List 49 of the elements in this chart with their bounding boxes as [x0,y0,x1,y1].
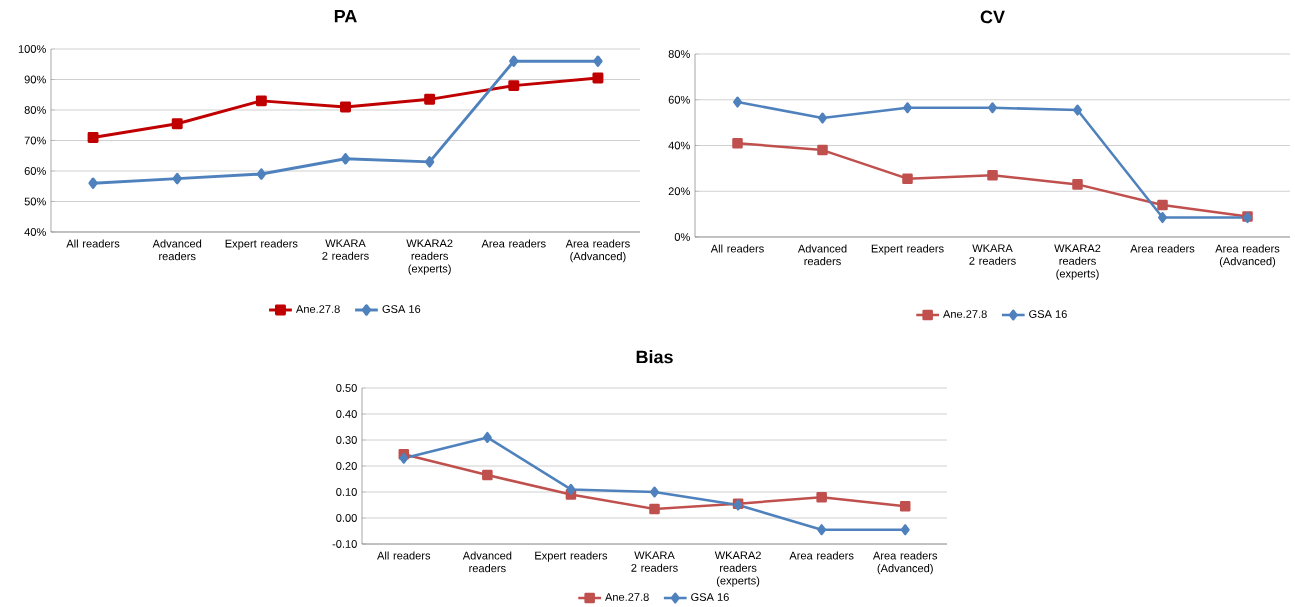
y-tick-label: 40% [668,141,690,150]
y-tick-label: 60% [24,167,46,175]
x-tick-label: Advanced readers [152,239,202,261]
y-tick-label: -0.10 [332,540,357,548]
chart-title: PA [334,9,357,23]
legend-label: GSA 16 [382,305,421,313]
chart-title: CV [980,10,1005,24]
y-tick-label: 20% [668,187,690,196]
y-tick-label: 0.30 [336,436,357,444]
y-tick-label: 80% [668,50,690,58]
x-tick-label: Area readers (Advanced) [872,551,938,575]
y-tick-label: 40% [24,228,46,236]
y-tick-label: 60% [668,95,690,104]
x-tick-label: Expert readers [535,551,608,562]
legend-label: Ane.27.8 [295,305,340,313]
y-tick-label: 0.00 [336,514,357,522]
x-tick-label: Advanced readers [797,244,847,266]
x-tick-label: Area readers [481,239,546,248]
x-tick-label: Expert readers [871,244,944,255]
x-tick-label: Area readers (Advanced) [1215,244,1280,268]
x-tick-label: All readers [66,239,120,248]
x-tick-label: WKARA 2 readers [322,239,369,260]
legend-label: Ane.27.8 [605,593,649,601]
x-tick-label: WKARA2 readers (experts) [406,239,453,275]
legend-label: Ane.27.8 [943,310,987,318]
y-tick-label: 100% [18,45,46,53]
x-tick-label: Expert readers [225,239,298,250]
x-tick-label: WKARA2 readers (experts) [1054,244,1101,280]
x-tick-label: Area readers [1130,244,1195,253]
y-tick-label: 90% [24,75,46,84]
y-tick-label: 0.40 [336,410,357,418]
x-tick-label: Area readers [789,551,854,560]
y-tick-label: 0.10 [336,488,357,496]
y-tick-label: 80% [24,106,46,114]
x-tick-label: Area readers (Advanced) [565,239,630,263]
y-tick-label: 50% [24,197,46,206]
legend-label: GSA 16 [691,593,729,601]
y-tick-label: 0.20 [336,462,357,470]
x-tick-label: WKARA 2 readers [631,551,678,572]
y-tick-label: 0% [674,233,690,241]
chart-title: Bias [636,350,673,364]
x-tick-label: WKARA2 readers (experts) [714,551,761,587]
x-tick-label: WKARA 2 readers [969,244,1016,265]
x-tick-label: Advanced readers [462,551,512,573]
x-tick-label: All readers [710,244,764,253]
x-tick-label: All readers [377,551,431,560]
y-tick-label: 70% [24,136,46,145]
legend-label: GSA 16 [1029,310,1067,318]
y-tick-label: 0.50 [336,384,357,392]
